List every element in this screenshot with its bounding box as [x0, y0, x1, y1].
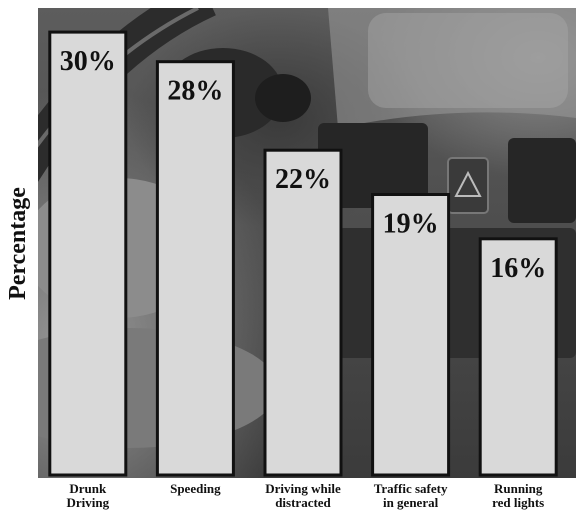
- x-tick-label: Drunk Driving: [66, 481, 110, 510]
- bar: [478, 237, 558, 477]
- x-tick-label: Traffic safety in general: [373, 481, 448, 510]
- x-axis-labels: Drunk Driving Speeding Driving while distr…: [38, 482, 576, 516]
- hazard-button: [447, 157, 489, 214]
- bar-value-label: 19%: [383, 209, 439, 240]
- bar: [263, 148, 343, 477]
- air-vent-left: [318, 123, 428, 208]
- bar-value-label: 30%: [60, 46, 116, 77]
- hazard-triangle: [454, 170, 482, 197]
- dashboard-background-image: 30% 28% 22% 19% 16%: [38, 8, 576, 477]
- y-axis-label-container: Percentage: [0, 8, 36, 478]
- x-tick-label: Running red lights: [492, 481, 545, 510]
- gauge-dial: [255, 74, 311, 122]
- bar: [48, 30, 128, 477]
- glovebox-lid: [368, 13, 568, 108]
- x-tick-label: Driving while distracted: [265, 481, 341, 510]
- plot-area: 30% 28% 22% 19% 16%: [38, 8, 576, 478]
- bar-value-label: 16%: [490, 253, 546, 284]
- bar: [155, 60, 235, 477]
- dashboard-top: [328, 8, 576, 128]
- bars-group: 30% 28% 22% 19% 16%: [48, 30, 558, 477]
- x-tick-label: Speeding: [170, 481, 221, 496]
- bar-value-label: 22%: [275, 164, 331, 195]
- bar: [371, 193, 451, 477]
- y-axis-label: Percentage: [4, 186, 31, 300]
- air-vent-right: [508, 138, 576, 223]
- bar-value-label: 28%: [167, 76, 223, 107]
